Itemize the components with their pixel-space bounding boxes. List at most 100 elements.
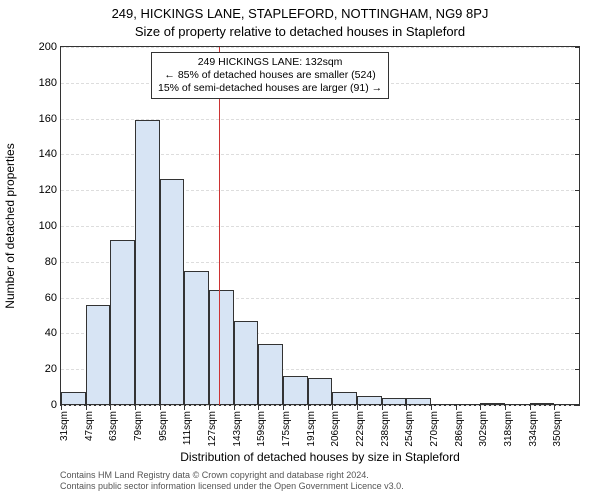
x-tick-label: 254sqm (404, 411, 415, 447)
x-tick-mark (308, 405, 309, 410)
annotation-line-3: 15% of semi-detached houses are larger (… (158, 82, 382, 95)
x-tick-mark (530, 405, 531, 410)
y-tick-label: 140 (39, 148, 57, 160)
histogram-bar (86, 305, 111, 405)
x-tick-label: 302sqm (478, 411, 489, 447)
histogram-bar (480, 403, 505, 405)
x-tick-mark (456, 405, 457, 410)
x-tick-mark (209, 405, 210, 410)
x-tick-label: 63sqm (108, 411, 119, 441)
x-tick-label: 238sqm (380, 411, 391, 447)
x-tick-label: 318sqm (503, 411, 514, 447)
x-tick-label: 334sqm (528, 411, 539, 447)
histogram-bar (160, 179, 185, 405)
grid-line (61, 47, 579, 48)
histogram-bar (61, 392, 86, 405)
x-tick-label: 350sqm (552, 411, 563, 447)
x-tick-mark (234, 405, 235, 410)
y-tick-label: 60 (45, 292, 57, 304)
y-tick-mark (575, 333, 580, 334)
y-tick-label: 200 (39, 41, 57, 53)
x-tick-label: 47sqm (84, 411, 95, 441)
y-tick-label: 160 (39, 113, 57, 125)
histogram-bar (505, 404, 530, 405)
histogram-bar (308, 378, 333, 405)
x-tick-label: 143sqm (232, 411, 243, 447)
x-tick-label: 222sqm (355, 411, 366, 447)
x-tick-mark (258, 405, 259, 410)
x-tick-mark (86, 405, 87, 410)
y-tick-label: 120 (39, 184, 57, 196)
y-tick-label: 0 (51, 399, 57, 411)
grid-line (61, 405, 579, 406)
x-tick-label: 175sqm (281, 411, 292, 447)
histogram-bar (456, 404, 481, 405)
x-tick-mark (554, 405, 555, 410)
histogram-bar (332, 392, 357, 405)
chart-container: 249, HICKINGS LANE, STAPLEFORD, NOTTINGH… (0, 0, 600, 500)
x-tick-label: 159sqm (256, 411, 267, 447)
histogram-bar (209, 290, 234, 405)
histogram-bar (406, 398, 431, 405)
histogram-bar (431, 404, 456, 405)
y-tick-mark (575, 190, 580, 191)
y-tick-mark (575, 226, 580, 227)
x-tick-mark (184, 405, 185, 410)
y-tick-mark (575, 119, 580, 120)
footer-line-2: Contains public sector information licen… (60, 481, 580, 492)
x-tick-mark (283, 405, 284, 410)
x-tick-mark (382, 405, 383, 410)
y-axis-label: Number of detached properties (3, 61, 17, 226)
x-tick-label: 31sqm (59, 411, 70, 441)
y-tick-mark (575, 298, 580, 299)
x-tick-label: 111sqm (182, 411, 193, 445)
annotation-line-2: ← 85% of detached houses are smaller (52… (158, 69, 382, 82)
y-tick-mark (575, 154, 580, 155)
histogram-bar (110, 240, 135, 405)
x-tick-label: 286sqm (454, 411, 465, 447)
y-tick-mark (575, 262, 580, 263)
histogram-bar (234, 321, 259, 405)
x-tick-label: 95sqm (158, 411, 169, 441)
y-tick-mark (575, 405, 580, 406)
annotation-box: 249 HICKINGS LANE: 132sqm← 85% of detach… (151, 52, 389, 99)
histogram-bar (135, 120, 160, 405)
y-tick-mark (575, 369, 580, 370)
x-tick-label: 127sqm (207, 411, 218, 447)
x-tick-label: 270sqm (429, 411, 440, 447)
x-tick-mark (406, 405, 407, 410)
x-tick-mark (505, 405, 506, 410)
y-tick-label: 80 (45, 256, 57, 268)
x-tick-mark (135, 405, 136, 410)
x-tick-label: 79sqm (133, 411, 144, 441)
page-title-subtitle: Size of property relative to detached ho… (0, 24, 600, 39)
histogram-plot: 02040608010012014016018020031sqm47sqm63s… (60, 46, 580, 406)
y-tick-label: 180 (39, 77, 57, 89)
histogram-bar (554, 404, 579, 405)
y-tick-label: 100 (39, 220, 57, 232)
x-tick-mark (480, 405, 481, 410)
histogram-bar (258, 344, 283, 405)
x-tick-mark (357, 405, 358, 410)
x-tick-mark (431, 405, 432, 410)
x-tick-mark (332, 405, 333, 410)
page-title-address: 249, HICKINGS LANE, STAPLEFORD, NOTTINGH… (0, 6, 600, 21)
x-tick-mark (160, 405, 161, 410)
annotation-line-1: 249 HICKINGS LANE: 132sqm (158, 56, 382, 69)
histogram-bar (530, 403, 555, 405)
footer-attribution: Contains HM Land Registry data © Crown c… (60, 470, 580, 492)
x-tick-label: 191sqm (306, 411, 317, 447)
histogram-bar (357, 396, 382, 405)
histogram-bar (184, 271, 209, 405)
reference-line (219, 47, 220, 405)
y-tick-label: 40 (45, 327, 57, 339)
x-axis-label: Distribution of detached houses by size … (60, 450, 580, 464)
histogram-bar (382, 398, 407, 405)
x-tick-mark (61, 405, 62, 410)
histogram-bar (283, 376, 308, 405)
footer-line-1: Contains HM Land Registry data © Crown c… (60, 470, 580, 481)
x-tick-label: 206sqm (330, 411, 341, 447)
x-tick-mark (110, 405, 111, 410)
y-tick-mark (575, 83, 580, 84)
y-tick-mark (575, 47, 580, 48)
